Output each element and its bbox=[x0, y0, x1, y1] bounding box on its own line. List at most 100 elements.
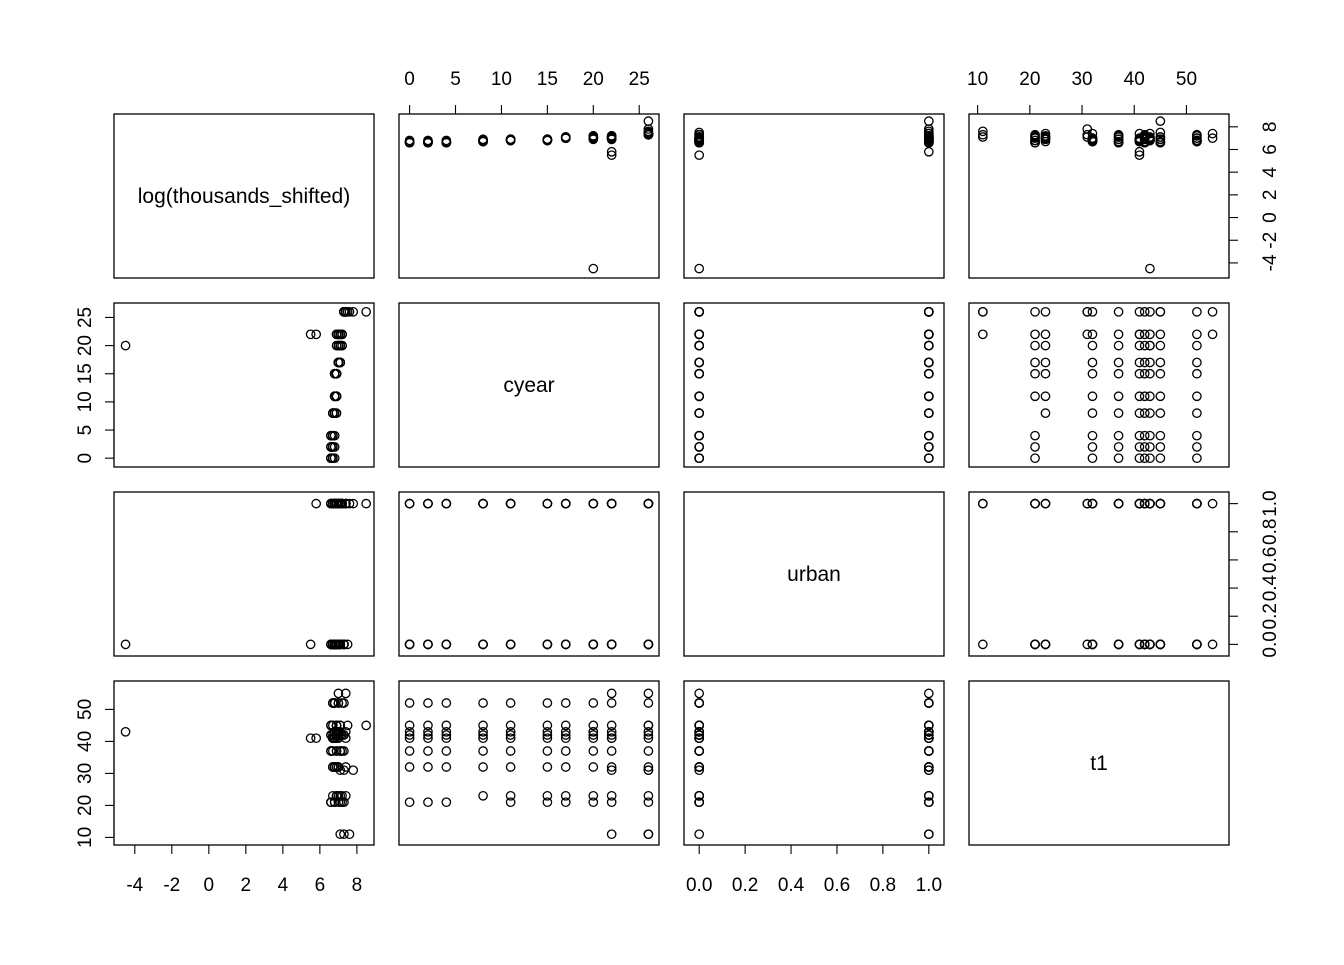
data-point-log-thousands-shifted-vs-urban bbox=[694, 263, 705, 274]
data-point-cyear-vs-t1 bbox=[1145, 391, 1155, 402]
data-point-cyear-vs-t1 bbox=[1192, 408, 1202, 418]
data-point-t1-vs-log-thousands-shifted bbox=[361, 720, 371, 731]
data-point-urban-vs-log-thousands-shifted bbox=[340, 498, 351, 509]
data-point-cyear-vs-t1 bbox=[1087, 453, 1098, 464]
data-point-cyear-vs-t1 bbox=[1134, 442, 1145, 452]
data-point-cyear-vs-t1 bbox=[1134, 430, 1145, 441]
y-tick-label-t1: 10 bbox=[75, 827, 96, 848]
data-point-t1-vs-cyear bbox=[505, 733, 516, 744]
data-point-urban-vs-log-thousands-shifted bbox=[333, 639, 344, 650]
data-point-cyear-vs-t1 bbox=[1040, 357, 1051, 368]
data-point-t1-vs-log-thousands-shifted bbox=[333, 698, 344, 708]
panel-frame-r1-c3 bbox=[683, 113, 945, 279]
data-point-t1-vs-cyear bbox=[478, 726, 488, 737]
panel-frame-r3-c2 bbox=[398, 491, 660, 657]
data-point-log-thousands-shifted-vs-cyear bbox=[606, 146, 617, 157]
data-point-cyear-vs-log-thousands-shifted bbox=[333, 357, 344, 368]
data-point-t1-vs-cyear bbox=[542, 733, 553, 744]
data-point-cyear-vs-t1 bbox=[1192, 391, 1202, 402]
data-point-log-thousands-shifted-vs-cyear bbox=[542, 135, 553, 146]
data-point-cyear-vs-urban bbox=[923, 408, 934, 418]
x-tick-label-t1: 20 bbox=[1019, 69, 1040, 90]
data-point-t1-vs-cyear bbox=[542, 790, 553, 801]
data-point-t1-vs-urban bbox=[923, 720, 934, 731]
data-point-urban-vs-t1 bbox=[977, 639, 988, 650]
panel-frame-r2-c4 bbox=[968, 302, 1230, 468]
data-point-t1-vs-cyear bbox=[505, 730, 516, 740]
data-point-cyear-vs-log-thousands-shifted bbox=[327, 430, 338, 441]
data-point-t1-vs-cyear bbox=[441, 720, 452, 731]
data-point-t1-vs-cyear bbox=[560, 790, 571, 801]
data-point-t1-vs-cyear bbox=[588, 698, 599, 708]
data-point-t1-vs-urban bbox=[923, 733, 934, 744]
data-point-t1-vs-log-thousands-shifted bbox=[333, 790, 344, 801]
data-point-t1-vs-cyear bbox=[588, 746, 599, 756]
data-point-cyear-vs-t1 bbox=[1155, 453, 1166, 464]
data-point-t1-vs-cyear bbox=[505, 797, 516, 808]
data-point-cyear-vs-t1 bbox=[1145, 357, 1155, 368]
data-point-t1-vs-cyear bbox=[560, 720, 571, 731]
data-point-urban-vs-log-thousands-shifted bbox=[305, 639, 316, 650]
data-point-cyear-vs-t1 bbox=[1134, 453, 1145, 464]
data-point-log-thousands-shifted-vs-urban bbox=[923, 124, 934, 134]
data-point-cyear-vs-t1 bbox=[1155, 391, 1166, 402]
data-point-cyear-vs-t1 bbox=[1145, 306, 1155, 317]
data-point-cyear-vs-t1 bbox=[1139, 453, 1150, 464]
panel-frame-r3-c1 bbox=[113, 491, 375, 657]
data-point-t1-vs-cyear bbox=[542, 797, 553, 808]
data-point-t1-vs-cyear bbox=[643, 733, 654, 744]
data-point-cyear-vs-t1 bbox=[1139, 408, 1150, 418]
y-tick-label-cyear: 10 bbox=[75, 391, 96, 412]
data-point-t1-vs-log-thousands-shifted bbox=[340, 688, 351, 699]
data-point-cyear-vs-log-thousands-shifted bbox=[339, 306, 349, 317]
data-point-t1-vs-cyear bbox=[423, 720, 433, 731]
data-point-urban-vs-t1 bbox=[1207, 639, 1218, 650]
data-point-cyear-vs-t1 bbox=[1087, 306, 1098, 317]
data-point-t1-vs-urban bbox=[923, 726, 934, 737]
x-tick-label-log-thousands-shifted: -2 bbox=[163, 875, 180, 896]
data-point-cyear-vs-t1 bbox=[1139, 391, 1150, 402]
data-point-cyear-vs-log-thousands-shifted bbox=[327, 453, 338, 464]
data-point-t1-vs-cyear bbox=[404, 726, 415, 737]
y-tick-label-cyear: 15 bbox=[75, 363, 96, 384]
data-point-t1-vs-cyear bbox=[643, 698, 654, 708]
data-point-t1-vs-urban bbox=[923, 688, 934, 699]
data-point-urban-vs-cyear bbox=[606, 498, 617, 509]
y-tick-label-log-thousands-shifted: -2 bbox=[1260, 232, 1281, 249]
x-tick-label-log-thousands-shifted: 0 bbox=[204, 875, 215, 896]
y-tick-label-urban: 0.0 bbox=[1260, 631, 1281, 657]
data-point-urban-vs-log-thousands-shifted bbox=[311, 498, 322, 509]
data-point-cyear-vs-t1 bbox=[1134, 329, 1145, 340]
data-point-cyear-vs-t1 bbox=[1139, 340, 1150, 351]
data-point-cyear-vs-t1 bbox=[1145, 430, 1155, 441]
data-point-cyear-vs-t1 bbox=[1192, 453, 1202, 464]
data-point-t1-vs-cyear bbox=[404, 762, 415, 772]
y-tick-label-log-thousands-shifted: 6 bbox=[1260, 144, 1281, 155]
data-point-urban-vs-t1 bbox=[1155, 639, 1166, 650]
data-point-t1-vs-cyear bbox=[505, 720, 516, 731]
x-tick-label-cyear: 25 bbox=[629, 69, 650, 90]
data-point-cyear-vs-urban bbox=[694, 391, 705, 402]
data-point-t1-vs-cyear bbox=[505, 762, 516, 772]
y-tick-label-urban: 0.2 bbox=[1260, 603, 1281, 629]
x-tick-label-urban: 1.0 bbox=[916, 875, 942, 896]
data-point-log-thousands-shifted-vs-cyear bbox=[643, 127, 654, 138]
data-point-cyear-vs-t1 bbox=[1113, 442, 1124, 452]
data-point-log-thousands-shifted-vs-urban bbox=[694, 133, 705, 143]
data-point-cyear-vs-urban bbox=[923, 357, 934, 368]
data-point-cyear-vs-t1 bbox=[1087, 368, 1098, 379]
data-point-cyear-vs-urban bbox=[923, 368, 934, 379]
x-tick-label-urban: 0.0 bbox=[686, 875, 712, 896]
data-point-t1-vs-cyear bbox=[588, 720, 599, 731]
data-point-t1-vs-cyear bbox=[542, 720, 553, 731]
data-point-cyear-vs-urban bbox=[923, 442, 934, 452]
data-point-log-thousands-shifted-vs-t1 bbox=[1155, 127, 1166, 138]
data-point-t1-vs-log-thousands-shifted bbox=[339, 698, 349, 708]
y-tick-label-cyear: 0 bbox=[75, 453, 96, 464]
data-point-log-thousands-shifted-vs-t1 bbox=[1207, 133, 1218, 143]
y-tick-label-urban: 0.8 bbox=[1260, 519, 1281, 545]
data-point-cyear-vs-t1 bbox=[1087, 408, 1098, 418]
data-point-cyear-vs-log-thousands-shifted bbox=[305, 329, 316, 340]
data-point-t1-vs-cyear bbox=[423, 746, 433, 756]
data-point-t1-vs-cyear bbox=[505, 790, 516, 801]
